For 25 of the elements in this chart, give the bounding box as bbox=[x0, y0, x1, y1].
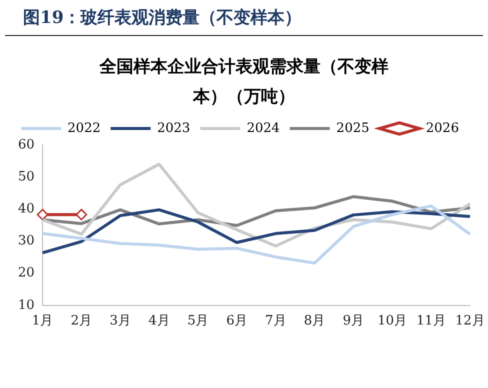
legend-label: 2023 bbox=[157, 120, 190, 136]
x-tick-label: 10月 bbox=[378, 314, 408, 329]
chart-subtitle: 全国样本企业合计表观需求量（不变样本）（万吨） bbox=[98, 56, 390, 109]
y-tick-label: 40 bbox=[18, 202, 35, 217]
y-tick-label: 50 bbox=[18, 169, 35, 184]
x-tick-label: 7月 bbox=[265, 314, 286, 329]
x-tick-label: 12月 bbox=[455, 314, 485, 329]
y-tick-label: 30 bbox=[18, 234, 35, 249]
x-tick-label: 4月 bbox=[148, 314, 170, 329]
chart-title: 图19：玻纤表观消费量（不变样本） bbox=[5, 0, 483, 36]
x-tick-label: 11月 bbox=[416, 314, 446, 329]
x-tick-label: 3月 bbox=[110, 314, 131, 329]
x-tick-label: 5月 bbox=[187, 314, 209, 329]
x-tick-label: 2月 bbox=[70, 314, 92, 329]
y-tick-label: 10 bbox=[18, 298, 35, 313]
x-tick-label: 6月 bbox=[226, 314, 248, 329]
x-tick-label: 9月 bbox=[342, 314, 364, 329]
y-tick-label: 20 bbox=[18, 266, 35, 281]
legend-label: 2024 bbox=[246, 120, 280, 136]
x-tick-label: 8月 bbox=[304, 314, 326, 329]
legend-label: 2025 bbox=[336, 120, 370, 136]
x-tick-label: 1月 bbox=[32, 314, 54, 329]
legend-label: 2026 bbox=[426, 120, 459, 136]
y-tick-label: 60 bbox=[18, 137, 35, 152]
legend-label: 2022 bbox=[68, 120, 101, 136]
